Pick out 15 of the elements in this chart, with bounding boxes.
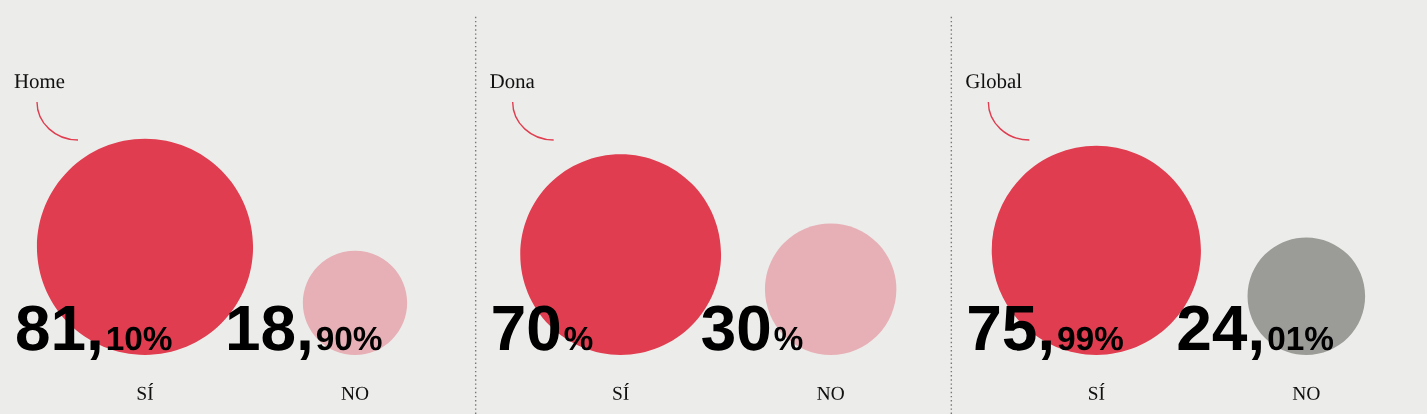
category-label: NO [817,386,844,400]
category-label: NO [341,386,369,400]
text: Home [14,74,65,89]
data-label: 81,10% [17,305,172,360]
text: Dona [490,74,535,89]
data-label: 75,99% [969,306,1123,360]
data-label: 18,90% [229,305,382,360]
data-label: 24,01% [1178,305,1334,360]
text: Global [966,73,1022,89]
category-label: SÍ [613,383,629,400]
category-label: SÍ [1088,383,1105,400]
data-label: 30% [702,305,803,351]
category-label: SÍ [137,383,154,400]
data-label: 70% [493,305,593,351]
category-label: NO [1292,386,1320,400]
